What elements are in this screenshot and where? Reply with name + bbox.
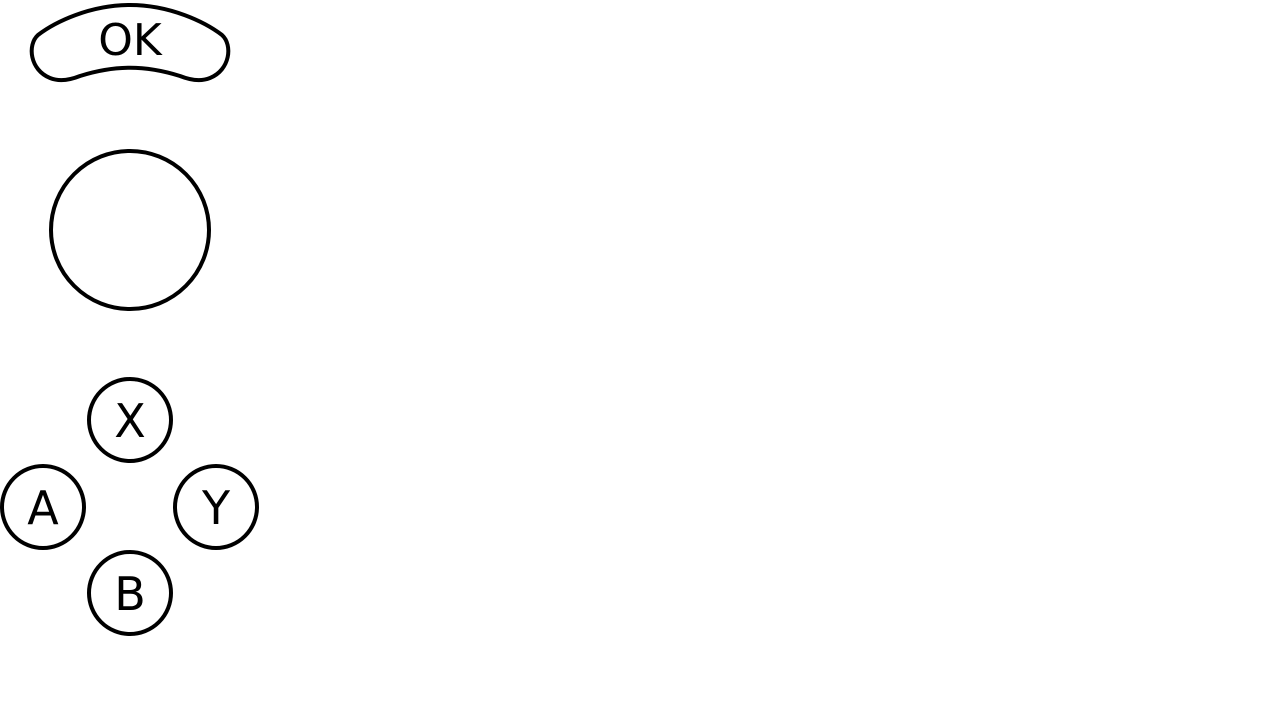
ok-button-shape <box>29 2 231 83</box>
face-button-y-label: Y <box>201 481 231 535</box>
face-button-b-label: B <box>114 567 146 621</box>
face-button-y-ring <box>173 464 259 550</box>
face-button-a-label: A <box>27 481 59 535</box>
ok-button-label: OK <box>98 15 163 66</box>
face-button-y[interactable]: Y <box>173 464 259 550</box>
face-button-x-label: X <box>114 394 146 448</box>
face-button-b[interactable]: B <box>87 550 173 636</box>
face-button-b-ring <box>87 550 173 636</box>
joystick-circle-icon <box>49 149 211 311</box>
joystick[interactable] <box>49 149 211 311</box>
face-button-x[interactable]: X <box>87 377 173 463</box>
ok-button[interactable]: OK <box>29 2 231 83</box>
face-button-a[interactable]: A <box>0 464 86 550</box>
face-button-x-ring <box>87 377 173 463</box>
face-button-a-ring <box>0 464 86 550</box>
